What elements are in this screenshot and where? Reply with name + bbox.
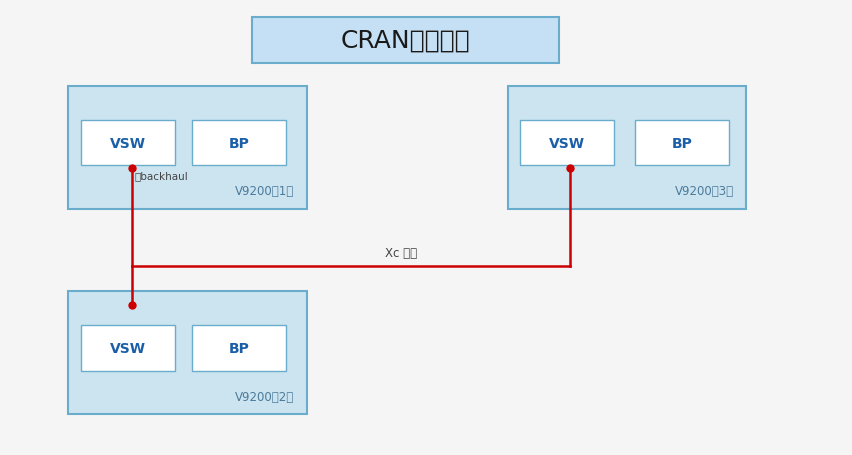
FancyBboxPatch shape xyxy=(68,86,307,209)
Text: V9200（1）: V9200（1） xyxy=(235,185,294,198)
FancyBboxPatch shape xyxy=(251,18,558,64)
FancyBboxPatch shape xyxy=(192,121,285,166)
FancyBboxPatch shape xyxy=(81,121,175,166)
Text: CRAN互通架构: CRAN互通架构 xyxy=(340,29,469,53)
Text: VSW: VSW xyxy=(110,341,146,355)
Text: 经backhaul: 经backhaul xyxy=(135,171,188,181)
FancyBboxPatch shape xyxy=(507,86,746,209)
Text: V9200（3）: V9200（3） xyxy=(674,185,733,198)
FancyBboxPatch shape xyxy=(635,121,728,166)
FancyBboxPatch shape xyxy=(68,291,307,414)
Text: BP: BP xyxy=(671,136,692,150)
Text: Xc 协同: Xc 协同 xyxy=(384,246,417,259)
FancyBboxPatch shape xyxy=(520,121,613,166)
FancyBboxPatch shape xyxy=(192,325,285,371)
Text: V9200（2）: V9200（2） xyxy=(235,389,294,403)
Text: VSW: VSW xyxy=(110,136,146,150)
Text: BP: BP xyxy=(228,341,249,355)
Text: BP: BP xyxy=(228,136,249,150)
FancyBboxPatch shape xyxy=(81,325,175,371)
Text: VSW: VSW xyxy=(549,136,584,150)
